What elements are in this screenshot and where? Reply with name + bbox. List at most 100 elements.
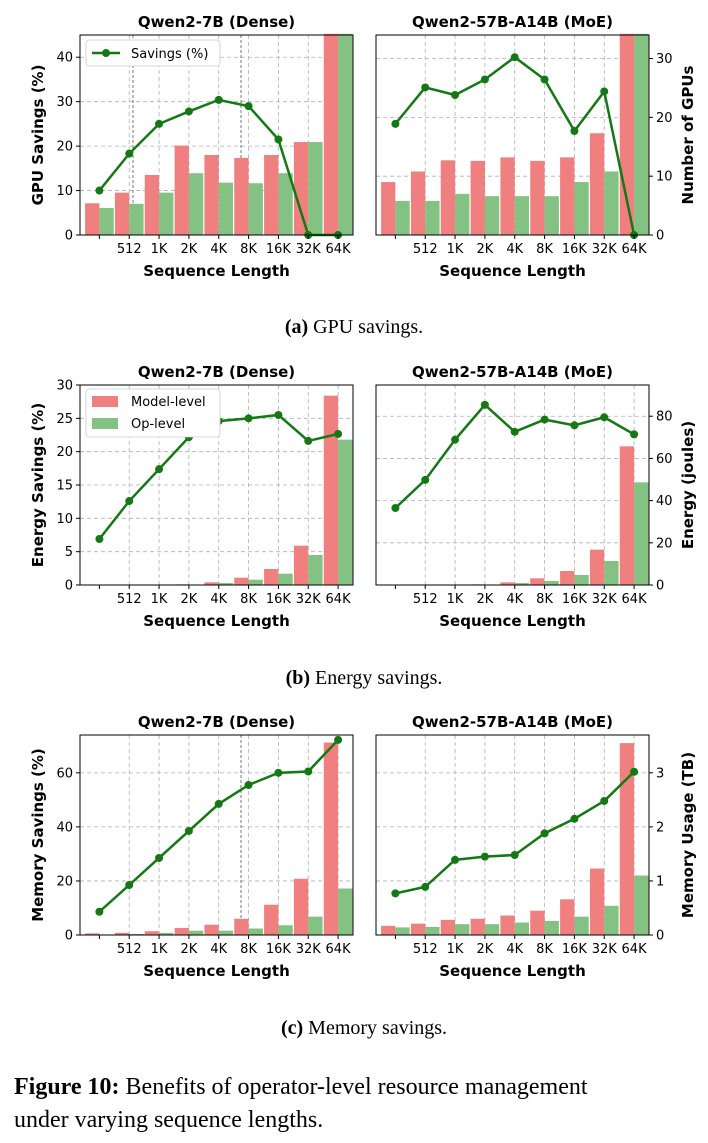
- x-tick-label: 1K: [151, 242, 168, 257]
- bar-model-level: [589, 133, 605, 235]
- y2-tick-label: 1: [656, 874, 664, 889]
- y-tick-label: 10: [56, 512, 73, 527]
- line-point: [600, 413, 609, 422]
- bar-model-level: [500, 157, 515, 235]
- x-tick-label: 16K: [266, 942, 292, 957]
- chart-title: Qwen2-7B (Dense): [138, 363, 295, 381]
- bar-op-level: [455, 193, 470, 235]
- bar-model-level: [293, 878, 309, 935]
- legend-energy: Model-level Op-level: [85, 388, 221, 438]
- line-point: [391, 889, 400, 898]
- x-tick-label: 32K: [592, 942, 618, 957]
- bar-op-level: [514, 583, 530, 585]
- x-tick-label: 1K: [447, 592, 464, 607]
- line-point: [570, 421, 579, 430]
- y-tick-label: 20: [56, 874, 73, 889]
- x-tick-label: 64K: [622, 942, 648, 957]
- line-point: [540, 415, 549, 424]
- y-tick-label: 40: [56, 51, 73, 66]
- x-tick-label: 512: [413, 242, 438, 257]
- x-tick-label: 64K: [326, 942, 352, 957]
- chart-6: 512 1K 2K 4K 8K 16K 32K 64K 0 1 2 3 Qwen2-57B-A14B (…: [375, 713, 697, 980]
- y-tick-label: 10: [56, 184, 73, 199]
- line-point: [630, 430, 639, 439]
- bar-op-level: [278, 173, 293, 235]
- line-point: [480, 400, 489, 409]
- bar-model-level: [174, 927, 189, 935]
- bar-op-level: [425, 926, 440, 935]
- y2-tick-label: 20: [656, 536, 673, 551]
- bar-op-level: [604, 905, 619, 935]
- bar-op-level: [248, 579, 263, 585]
- x-tick-label: 8K: [536, 942, 553, 957]
- bar-model-level: [619, 446, 635, 585]
- bar-model-level: [381, 182, 396, 235]
- line-point: [274, 768, 283, 777]
- line-point: [125, 149, 134, 158]
- y2-tick-label: 80: [656, 410, 673, 425]
- x-tick-label: 32K: [296, 942, 322, 957]
- x-tick-label: 4K: [210, 942, 227, 957]
- legend-gpu: Savings (%): [85, 39, 221, 67]
- line-point: [421, 882, 430, 891]
- line-point: [540, 75, 549, 84]
- legend-box: [85, 39, 221, 67]
- line-point: [274, 135, 283, 144]
- bar-model-level: [440, 919, 456, 935]
- bar-model-level: [560, 571, 575, 585]
- bar-op-level: [218, 583, 234, 585]
- line-point: [304, 767, 313, 776]
- line-point: [125, 497, 134, 506]
- bar-model-level: [500, 915, 515, 935]
- y-tick-label: 30: [56, 95, 73, 110]
- legend-line-marker: [102, 49, 110, 57]
- bar-model-level: [410, 171, 426, 235]
- bar-op-level: [159, 192, 174, 235]
- x-tick-label: 4K: [506, 942, 523, 957]
- y-tick-label: 25: [56, 412, 73, 427]
- bar-model-level: [234, 918, 249, 935]
- x-tick-label: 4K: [210, 242, 227, 257]
- bar-op-level: [248, 928, 263, 935]
- bar-op-level: [188, 930, 204, 935]
- bar-op-level: [395, 927, 410, 935]
- y-tick-label: 0: [65, 929, 73, 944]
- line-point: [600, 796, 609, 805]
- x-tick-label: 8K: [240, 592, 257, 607]
- x-tick-label: 2K: [477, 592, 494, 607]
- bar-model-level: [470, 918, 485, 935]
- bar-op-level: [308, 555, 323, 585]
- bar-op-level: [425, 200, 440, 235]
- y2-tick-label: 10: [656, 170, 673, 185]
- chart-title: Qwen2-57B-A14B (MoE): [412, 363, 613, 381]
- line-point: [304, 436, 313, 445]
- x-tick-label: 512: [117, 942, 142, 957]
- line-point: [510, 851, 519, 859]
- bar-model-level: [264, 155, 279, 235]
- y2-axis-label: Energy (joules): [679, 421, 697, 549]
- line-point: [274, 410, 283, 419]
- bar-op-level: [129, 933, 144, 935]
- y-tick-label: 20: [56, 445, 73, 460]
- line-point: [570, 814, 579, 823]
- x-tick-label: 8K: [536, 242, 553, 257]
- line-point: [391, 119, 400, 128]
- bar-model-level: [264, 569, 279, 585]
- line-point: [244, 781, 253, 789]
- bar-op-level: [634, 33, 649, 235]
- x-tick-label: 2K: [181, 242, 198, 257]
- bar-op-level: [574, 575, 589, 585]
- bar-op-level: [338, 888, 353, 935]
- chart-title: Qwen2-57B-A14B (MoE): [412, 13, 613, 31]
- x-tick-label: 2K: [477, 942, 494, 957]
- bar-op-level: [248, 183, 263, 235]
- y-tick-label: 40: [56, 820, 73, 835]
- chart-title: Qwen2-7B (Dense): [138, 713, 295, 731]
- y-axis-label: Memory Savings (%): [29, 748, 47, 922]
- legend-box: [85, 388, 221, 438]
- legend-savings-label: Savings (%): [131, 47, 208, 62]
- x-tick-label: 1K: [151, 592, 168, 607]
- x-tick-label: 16K: [266, 592, 292, 607]
- x-tick-label: 8K: [240, 242, 257, 257]
- bar-model-level: [500, 582, 515, 585]
